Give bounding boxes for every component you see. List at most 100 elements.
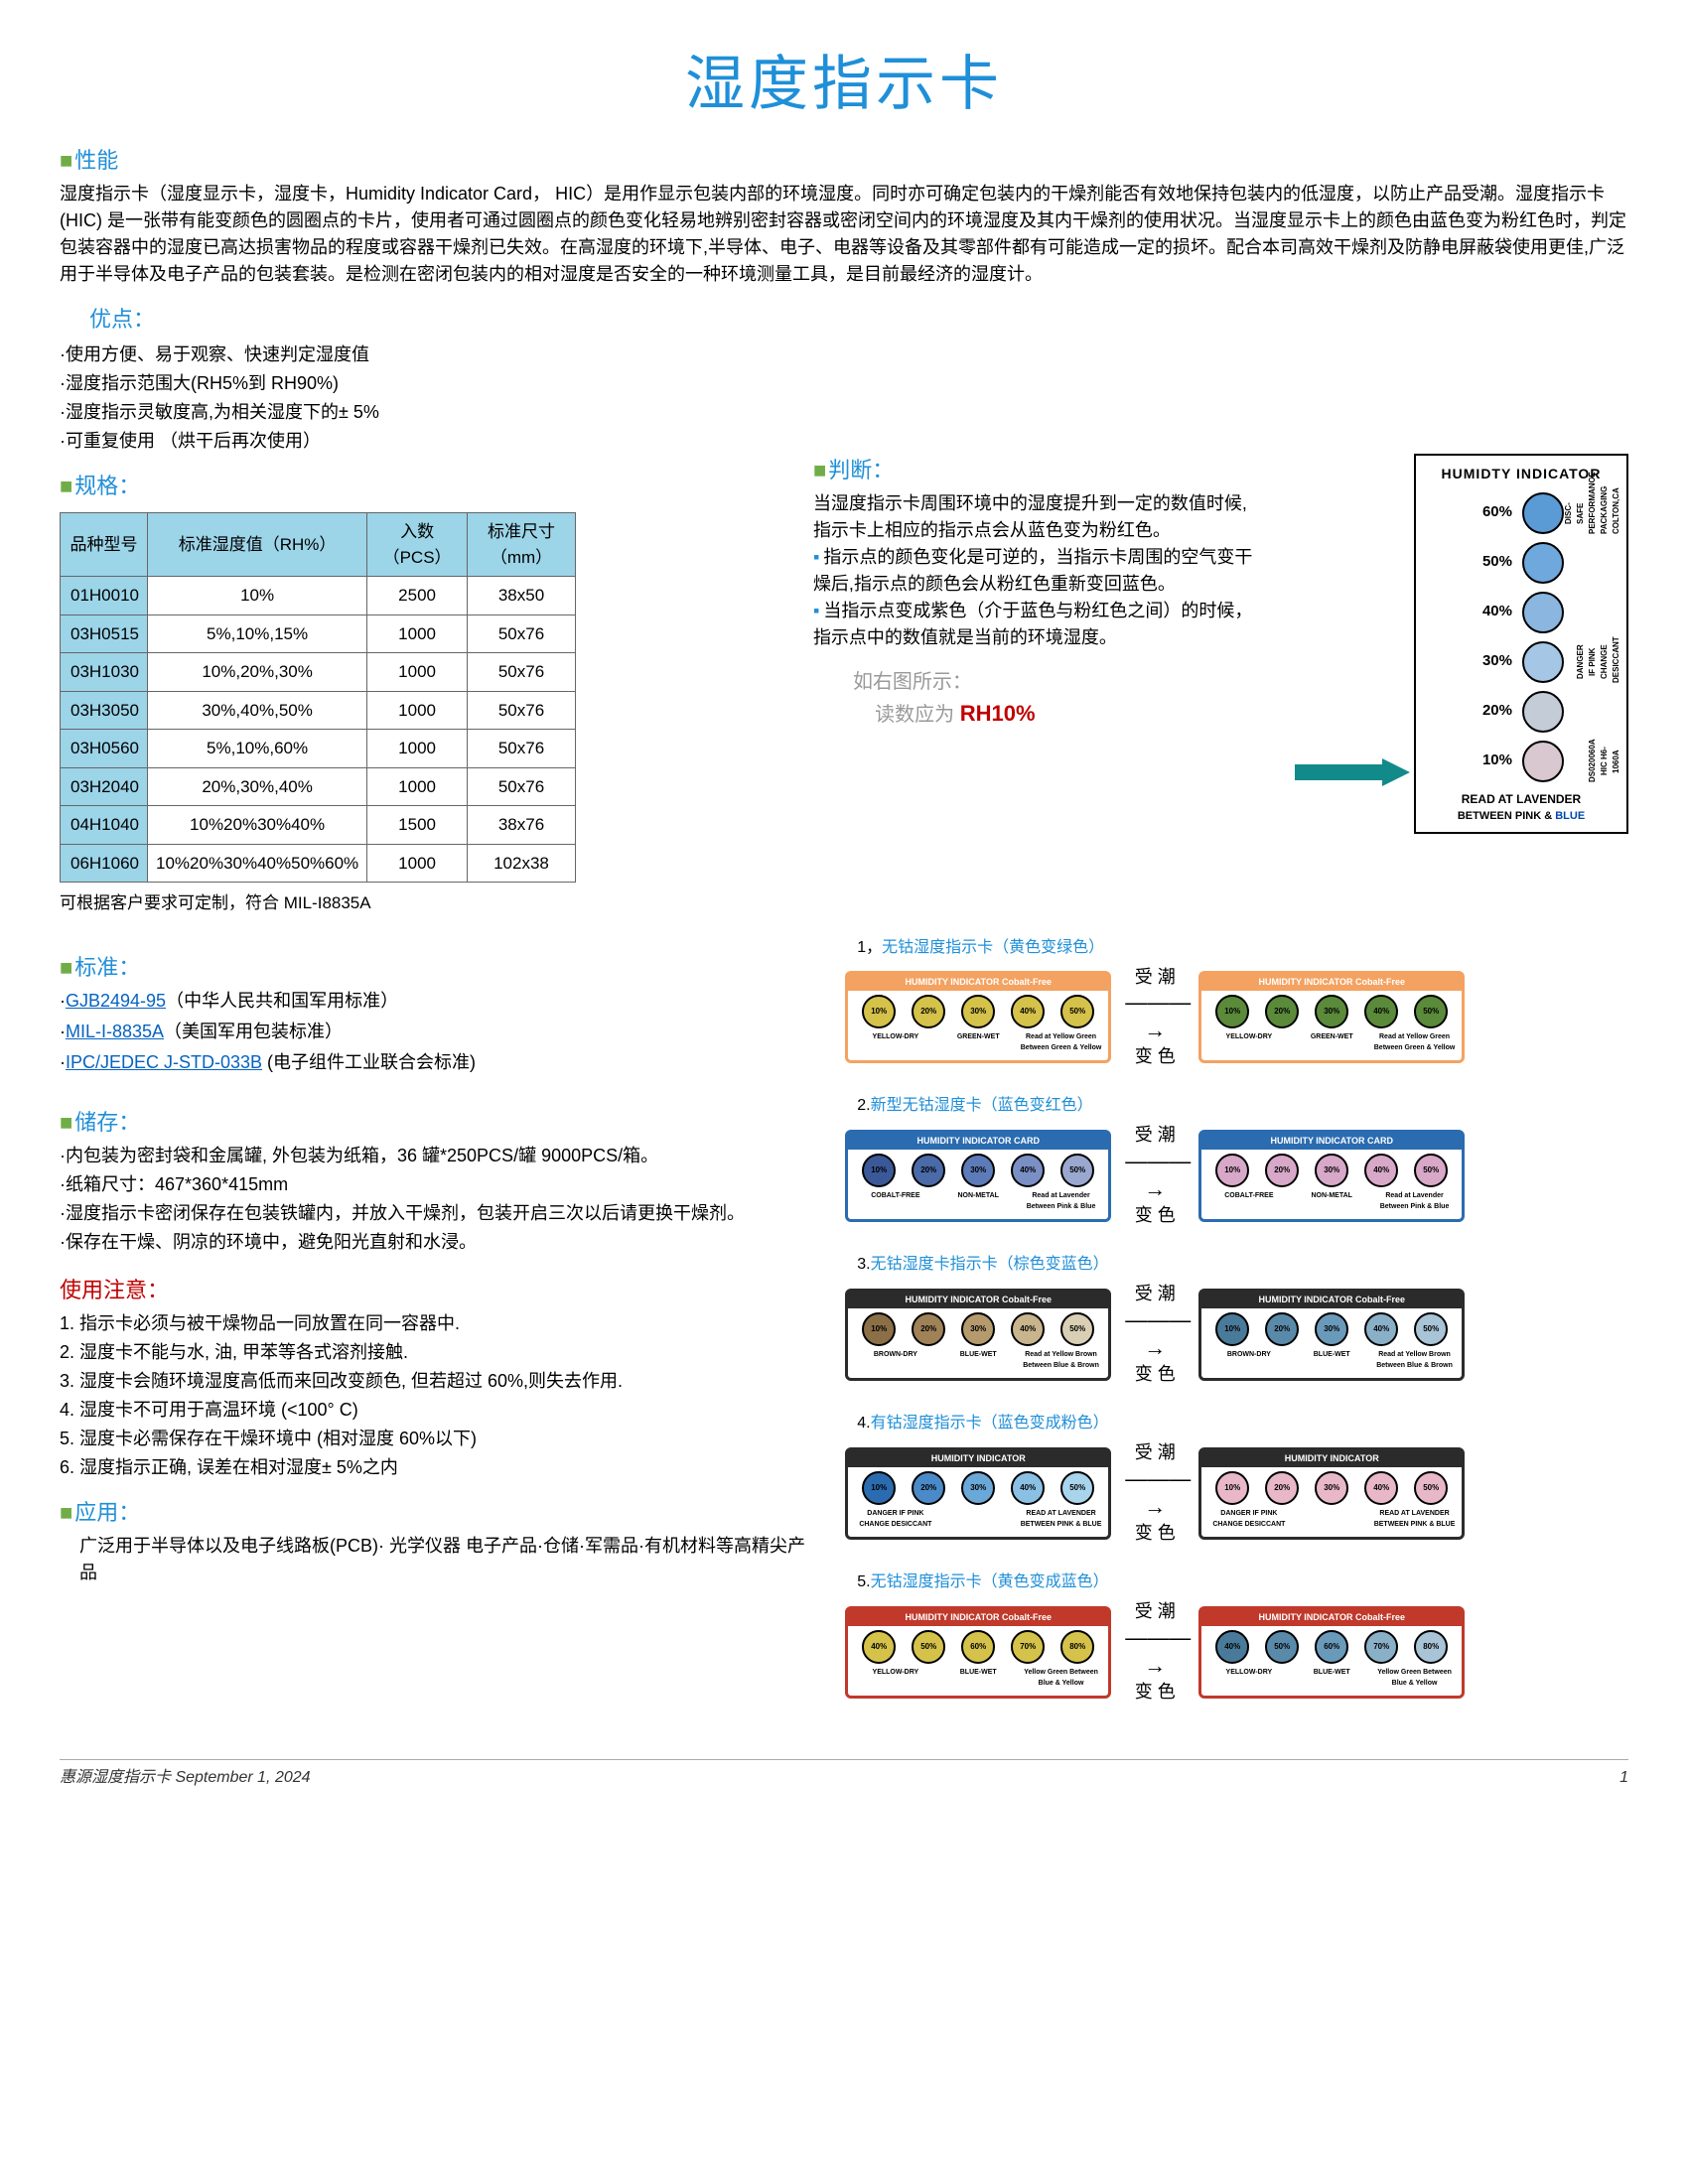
- table-header: 入数（PCS）: [367, 513, 468, 577]
- mini-label: Yellow Green Between Blue & Yellow: [1373, 1668, 1456, 1689]
- hic-pct: 60%: [1478, 501, 1512, 524]
- hic-dot: [1522, 691, 1564, 733]
- mini-card-header: HUMIDITY INDICATOR Cobalt-Free: [1201, 1292, 1462, 1309]
- table-cell: 1000: [367, 614, 468, 653]
- arrow-indicator: [1295, 758, 1414, 786]
- mini-label: COBALT-FREE: [1207, 1191, 1290, 1212]
- table-row: 03H05155%,10%,15%100050x76: [61, 614, 576, 653]
- standard-link[interactable]: IPC/JEDEC J-STD-033B: [66, 1052, 262, 1072]
- mini-label: YELLOW-DRY: [1207, 1668, 1290, 1689]
- footer-right: 1: [1619, 1766, 1628, 1790]
- standard-link[interactable]: MIL-I-8835A: [66, 1022, 164, 1041]
- mini-dot: 30%: [961, 995, 995, 1028]
- mini-card: HUMIDITY INDICATOR Cobalt-Free10%20%30%4…: [845, 1289, 1111, 1382]
- section-spec: ■规格：: [60, 470, 774, 502]
- mini-card-header: HUMIDITY INDICATOR Cobalt-Free: [1201, 1609, 1462, 1627]
- table-row: 03H103010%,20%,30%100050x76: [61, 653, 576, 692]
- mini-dot: 40%: [1364, 1154, 1398, 1187]
- mini-card: HUMIDITY INDICATOR Cobalt-Free10%20%30%4…: [1198, 971, 1465, 1064]
- table-header: 标准湿度值（RH%）: [148, 513, 367, 577]
- mini-card: HUMIDITY INDICATOR Cobalt-Free10%20%30%4…: [1198, 1289, 1465, 1382]
- table-cell: 50x76: [467, 691, 575, 730]
- hic-pct: 30%: [1478, 650, 1512, 673]
- mini-dot: 40%: [1364, 1312, 1398, 1346]
- mini-dot: 10%: [862, 995, 896, 1028]
- mini-dot: 10%: [1215, 1312, 1249, 1346]
- mini-label: READ AT LAVENDER BETWEEN PINK & BLUE: [1373, 1509, 1456, 1530]
- mini-dot: 60%: [1315, 1630, 1348, 1664]
- mini-dot: 20%: [912, 1312, 945, 1346]
- advantages-list: ·使用方便、易于观察、快速判定湿度值·湿度指示范围大(RH5%到 RH90%)·…: [60, 341, 774, 455]
- mini-dot: 40%: [1364, 995, 1398, 1028]
- mini-dot: 80%: [1060, 1630, 1094, 1664]
- mini-card-header: HUMIDITY INDICATOR: [1201, 1450, 1462, 1468]
- judge-block: 当湿度指示卡周围环境中的湿度提升到一定的数值时候,指示卡上相应的指示点会从蓝色变…: [813, 490, 1255, 730]
- list-item: ·湿度指示卡密闭保存在包装铁罐内，并放入干燥剂，包装开启三次以后请更换干燥剂。: [60, 1200, 805, 1227]
- section-judge-label: 判断：: [828, 458, 894, 482]
- hic-dot: [1522, 592, 1564, 633]
- sample-row: HUMIDITY INDICATOR Cobalt-Free10%20%30%4…: [845, 966, 1628, 1069]
- mini-label: NON-METAL: [937, 1191, 1020, 1212]
- hic-spot-row: 60%DISC-SAFE PERFORMANCE PACKAGING COLTO…: [1422, 492, 1620, 534]
- table-cell: 1500: [367, 806, 468, 845]
- samples-column: 1，无钴湿度指示卡（黄色变绿色）HUMIDITY INDICATOR Cobal…: [845, 936, 1628, 1730]
- list-item: ·MIL-I-8835A（美国军用包装标准）: [60, 1019, 805, 1045]
- transition-label: 受 潮———→变 色: [1125, 1124, 1185, 1227]
- mini-dot: 40%: [1215, 1630, 1249, 1664]
- mini-label: BLUE-WET: [1291, 1350, 1373, 1371]
- table-cell: 03H2040: [61, 767, 148, 806]
- list-item: 2. 湿度卡不能与水, 油, 甲苯等各式溶剂接触.: [60, 1339, 805, 1366]
- mini-label: DANGER IF PINK CHANGE DESICCANT: [854, 1509, 936, 1530]
- standard-desc: （美国军用包装标准）: [164, 1022, 343, 1041]
- mini-dot: 50%: [1265, 1630, 1299, 1664]
- mini-card: HUMIDITY INDICATOR Cobalt-Free40%50%60%7…: [845, 1606, 1111, 1700]
- table-cell: 03H0515: [61, 614, 148, 653]
- mini-label: Read at Yellow Green Between Green & Yel…: [1020, 1032, 1102, 1053]
- mini-dot: 50%: [1060, 1471, 1094, 1505]
- table-row: 06H106010%20%30%40%50%60%1000102x38: [61, 844, 576, 883]
- table-cell: 102x38: [467, 844, 575, 883]
- reading-hint: 如右图所示： 读数应为 RH10%: [853, 667, 1255, 730]
- table-header: 品种型号: [61, 513, 148, 577]
- hic-spot-row: 20%: [1422, 691, 1620, 733]
- mini-label: COBALT-FREE: [854, 1191, 936, 1212]
- mini-dot: 40%: [1011, 995, 1045, 1028]
- mini-dot: 20%: [912, 995, 945, 1028]
- sample-row: HUMIDITY INDICATOR CARD10%20%30%40%50%CO…: [845, 1124, 1628, 1227]
- spec-note: 可根据客户要求可定制，符合 MIL-I8835A: [60, 890, 774, 916]
- mini-card: HUMIDITY INDICATOR CARD10%20%30%40%50%CO…: [1198, 1130, 1465, 1223]
- mini-label: BLUE-WET: [937, 1350, 1020, 1371]
- table-row: 04H104010%20%30%40%150038x76: [61, 806, 576, 845]
- mini-label: GREEN-WET: [1291, 1032, 1373, 1053]
- hic-dot: [1522, 741, 1564, 782]
- table-cell: 10%20%30%40%: [148, 806, 367, 845]
- mini-dot: 50%: [1060, 995, 1094, 1028]
- list-item: ·使用方便、易于观察、快速判定湿度值: [60, 341, 774, 368]
- hic-side-text: DS020060A HIC H6-1060A: [1587, 741, 1622, 782]
- standard-link[interactable]: GJB2494-95: [66, 991, 166, 1011]
- table-cell: 1000: [367, 767, 468, 806]
- mini-label: BROWN-DRY: [1207, 1350, 1290, 1371]
- list-item: ·可重复使用 （烘干后再次使用）: [60, 428, 774, 455]
- mini-label: GREEN-WET: [937, 1032, 1020, 1053]
- mini-dot: 50%: [1414, 995, 1448, 1028]
- table-cell: 5%,10%,60%: [148, 730, 367, 768]
- mini-card-header: HUMIDITY INDICATOR CARD: [848, 1133, 1108, 1151]
- list-item: ·纸箱尺寸：467*360*415mm: [60, 1171, 805, 1198]
- mini-dot: 10%: [1215, 1471, 1249, 1505]
- mini-dot: 10%: [1215, 1154, 1249, 1187]
- mini-card-header: HUMIDITY INDICATOR CARD: [1201, 1133, 1462, 1151]
- hic-pct: 10%: [1478, 750, 1512, 772]
- mini-card: HUMIDITY INDICATOR Cobalt-Free10%20%30%4…: [845, 971, 1111, 1064]
- table-cell: 1000: [367, 730, 468, 768]
- mini-dot: 30%: [1315, 1471, 1348, 1505]
- storage-list: ·内包装为密封袋和金属罐, 外包装为纸箱，36 罐*250PCS/罐 9000P…: [60, 1143, 805, 1256]
- list-item: ·保存在干燥、阴凉的环境中，避免阳光直射和水浸。: [60, 1229, 805, 1256]
- table-cell: 1000: [367, 653, 468, 692]
- mini-dot: 40%: [1011, 1154, 1045, 1187]
- list-item: ·GJB2494-95（中华人民共和国军用标准）: [60, 988, 805, 1015]
- performance-text: 湿度指示卡（湿度显示卡，湿度卡，Humidity Indicator Card，…: [60, 181, 1628, 288]
- section-standards: ■标准：: [60, 951, 805, 984]
- mini-card-header: HUMIDITY INDICATOR: [848, 1450, 1108, 1468]
- table-header: 标准尺寸（mm）: [467, 513, 575, 577]
